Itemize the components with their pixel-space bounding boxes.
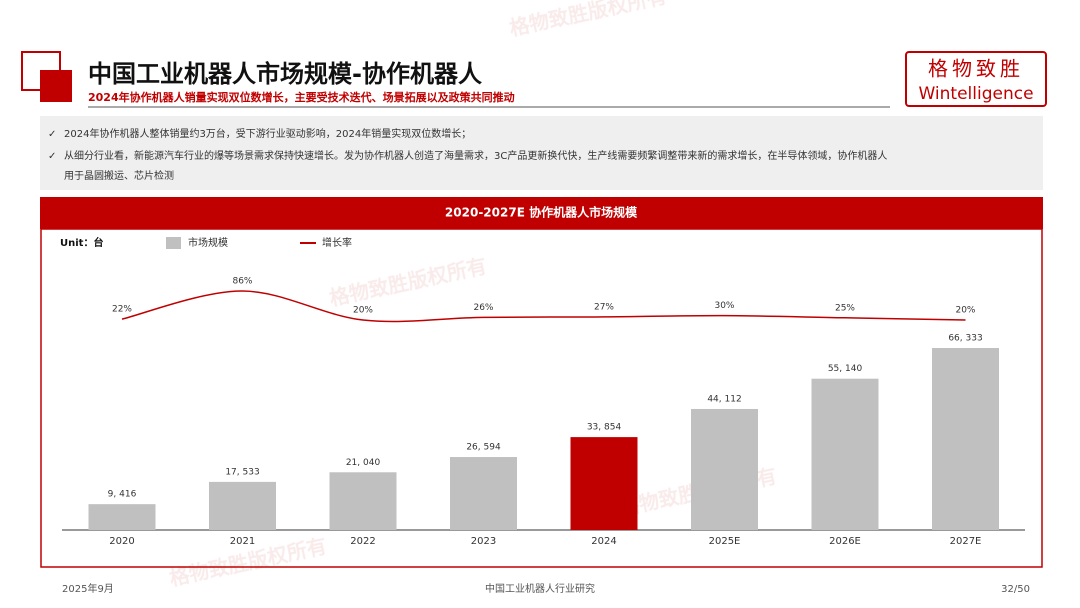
x-tick-label: 2023 <box>471 536 496 547</box>
logo-en: Wintelligence <box>918 84 1033 104</box>
bar-label: 21, 040 <box>346 458 381 468</box>
deco <box>40 70 72 102</box>
legend-swatch <box>166 237 181 249</box>
subtitle: 2024年协作机器人销量实现双位数增长，主要受技术迭代、场景拓展以及政策共同推动 <box>88 90 515 104</box>
chart-header <box>40 197 1043 229</box>
bar <box>570 437 638 530</box>
footer-date: 2025年9月 <box>62 582 114 595</box>
bar-label: 55, 140 <box>828 364 863 374</box>
bar <box>329 472 397 530</box>
legend-label: 增长率 <box>322 236 352 249</box>
x-tick-label: 2027E <box>950 536 982 547</box>
check: ✓ <box>48 151 56 162</box>
bar <box>88 504 156 530</box>
line-label: 20% <box>955 306 975 316</box>
x-tick-label: 2021 <box>230 536 255 547</box>
bar-label: 9, 416 <box>108 490 137 500</box>
x-tick-label: 2025E <box>709 536 741 547</box>
line-label: 25% <box>835 303 855 313</box>
line-label: 20% <box>353 306 373 316</box>
bar <box>450 457 517 530</box>
x-tick-label: 2024 <box>591 536 616 547</box>
line-label: 27% <box>594 302 614 312</box>
line-label: 86% <box>232 277 252 287</box>
footer-center: 中国工业机器人行业研究 <box>485 582 595 595</box>
bar <box>209 481 276 530</box>
line-label: 30% <box>714 301 734 311</box>
bar <box>691 408 758 530</box>
watermark: 格物致胜版权所有 <box>507 0 668 40</box>
unit: Unit：台 <box>60 236 103 249</box>
chart-frame <box>40 228 1043 568</box>
bar-label: 26, 594 <box>466 443 501 453</box>
line-label: 26% <box>473 303 493 313</box>
bar-label: 17, 533 <box>225 467 259 477</box>
bar-label: 66, 333 <box>948 334 982 344</box>
logo-box <box>905 51 1047 107</box>
legend-label: 市场规模 <box>188 236 228 249</box>
x-tick-label: 2022 <box>350 536 375 547</box>
bullet: 从细分行业看，新能源汽车行业的爆等场景需求保持快速增长。发为协作机器人创造了海量… <box>64 149 887 162</box>
x-tick-label: 2026E <box>829 536 861 547</box>
x-tick-label: 2020 <box>109 536 134 547</box>
title: 中国工业机器人市场规模-协作机器人 <box>88 60 482 88</box>
watermark: 格物致胜版权所有 <box>327 254 488 311</box>
footer-page: 32/50 <box>1001 584 1030 595</box>
bullet-box <box>40 116 1043 190</box>
bullet: 2024年协作机器人整体销量约3万台，受下游行业驱动影响，2024年销量实现双位… <box>64 127 471 140</box>
logo-cn: 格物致胜 <box>928 57 1024 81</box>
bar-label: 44, 112 <box>707 394 741 404</box>
bar-label: 33, 854 <box>587 423 622 433</box>
bar <box>932 348 999 530</box>
growth-line <box>121 290 966 323</box>
chart-title: 2020-2027E 协作机器人市场规模 <box>445 205 638 220</box>
bar <box>811 378 879 530</box>
line-label: 22% <box>112 305 132 315</box>
bullet: 用于晶圆搬运、芯片检测 <box>64 169 174 182</box>
check: ✓ <box>48 129 56 140</box>
